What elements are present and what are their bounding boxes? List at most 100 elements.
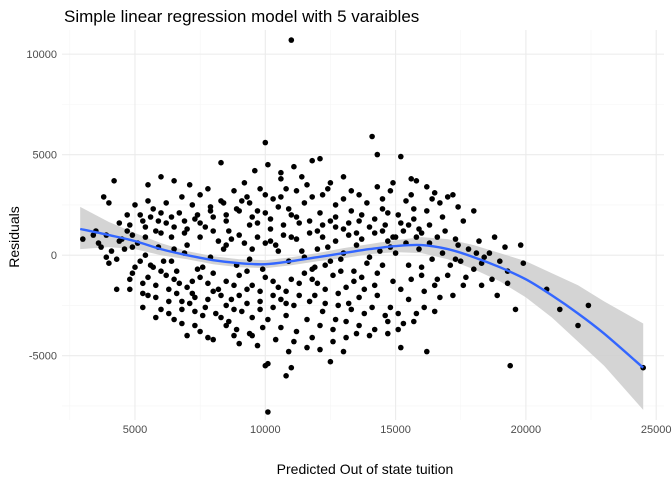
y-axis-label: Residuals [6,206,22,267]
scatter-point [98,244,104,250]
scatter-point [400,320,407,327]
scatter-point [379,196,386,202]
scatter-point [385,330,391,337]
scatter-point [507,362,513,369]
scatter-point [405,222,412,228]
scatter-point [168,214,175,220]
scatter-point [319,222,326,228]
scatter-point [137,258,143,265]
scatter-point [236,272,242,279]
confidence-ribbon [80,206,644,410]
scatter-point [296,220,303,226]
scatter-point [348,208,355,214]
scatter-point [218,292,224,299]
scatter-point [340,174,347,180]
scatter-point [160,258,167,265]
scatter-point [199,264,206,271]
scatter-point [460,218,467,224]
scatter-point [218,159,224,166]
scatter-point [205,296,211,303]
scatter-point [478,282,485,289]
scatter-point [199,312,206,319]
scatter-point [194,212,201,218]
scatter-point [192,322,198,329]
scatter-point [377,248,383,254]
scatter-point [520,260,527,267]
scatter-point [223,218,229,224]
scatter-point [158,268,164,275]
scatter-point [262,210,269,216]
scatter-point [189,290,196,297]
scatter-point [395,310,402,317]
scatter-point [226,318,232,325]
scatter-point [293,214,300,220]
scatter-point [246,200,253,206]
scatter-point [421,304,428,311]
scatter-point [116,220,123,226]
scatter-point [356,322,362,329]
scatter-point [463,274,469,281]
scatter-point [145,198,151,204]
scatter-point [455,204,461,210]
scatter-point [395,326,402,333]
scatter-point [429,196,435,202]
scatter-point [207,208,214,214]
scatter-point [309,276,316,283]
scatter-point [314,246,321,252]
scatter-point [478,260,485,267]
scatter-point [257,306,263,313]
scatter-point [213,310,219,317]
scatter-point [179,298,185,305]
scatter-point [371,230,378,236]
y-tick-label: 0 [51,250,57,262]
scatter-point [473,250,480,256]
scatter-point [166,310,172,317]
scatter-point [267,226,274,232]
scatter-point [319,192,326,198]
scatter-point [296,280,303,287]
scatter-point [304,316,310,323]
scatter-point [450,192,456,198]
scatter-point [153,228,159,234]
scatter-point [322,286,329,293]
scatter-point [210,336,216,343]
scatter-point [158,230,164,236]
scatter-point [140,290,146,297]
scatter-point [108,248,115,254]
scatter-point [249,332,255,339]
scatter-point [171,276,177,283]
scatter-point [437,294,443,301]
y-tick-label: 10000 [26,49,57,61]
scatter-point [327,218,334,224]
scatter-point [299,174,305,180]
scatter-point [385,210,391,216]
scatter-point [398,344,404,351]
scatter-point [395,212,402,218]
scatter-point [181,218,188,224]
scatter-point [343,334,349,341]
scatter-point [398,220,404,226]
scatter-point [371,216,378,222]
scatter-point [236,208,242,214]
scatter-point [348,188,355,194]
scatter-point [288,212,295,218]
scatter-point [418,264,425,271]
scatter-point [291,302,297,309]
scatter-point [356,218,362,224]
scatter-point [366,254,373,260]
scatter-point [142,252,149,258]
scatter-point [233,326,240,333]
scatter-point [476,238,482,244]
scatter-point [226,228,232,234]
scatter-point [309,157,316,164]
scatter-point [502,244,508,250]
scatter-point [291,163,297,170]
scatter-point [364,200,370,206]
scatter-point [262,192,269,198]
scatter-point [278,176,284,182]
scatter-point [444,194,451,200]
scatter-point [369,304,375,311]
scatter-point [382,222,389,228]
scatter-point [283,312,289,319]
